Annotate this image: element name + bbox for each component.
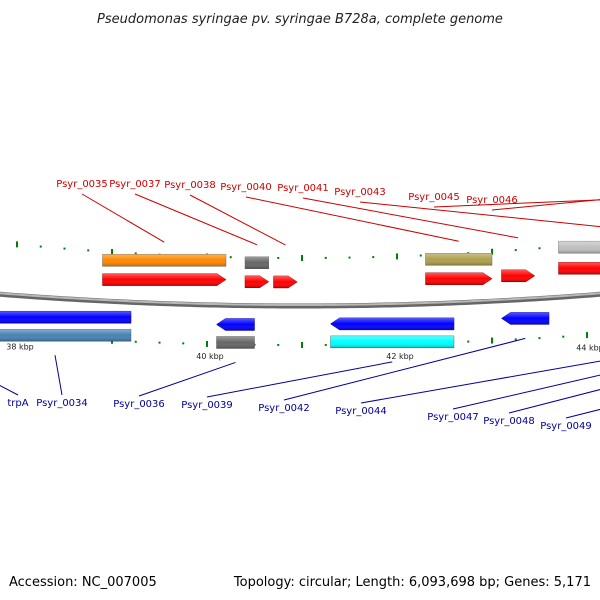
- forward-leader-Psyr_0038: [189, 194, 286, 246]
- forward-label-Psyr_0035: Psyr_0035: [56, 179, 108, 190]
- reverse-label-Psyr_0034: Psyr_0034: [36, 398, 88, 409]
- leader-layer: [0, 193, 600, 419]
- axis-label-42: 42 kbp: [386, 352, 414, 361]
- map-title: Pseudomonas syringae pv. syringae B728a,…: [97, 12, 503, 27]
- forward-gene-shade: [501, 269, 535, 282]
- forward-label-Psyr_0041: Psyr_0041: [277, 183, 329, 194]
- forward-gene-shade: [102, 273, 226, 286]
- reverse-gene-shade: [216, 318, 255, 331]
- forward-leader-Psyr_0043: [359, 201, 600, 228]
- gene-layer: [0, 240, 600, 349]
- reverse-leader-Psyr_0044: [360, 360, 600, 404]
- forward-gene-shade: [558, 262, 600, 275]
- forward-feature-shade: [245, 256, 269, 269]
- reverse-leader-Psyr_0036: [138, 361, 236, 397]
- reverse-feature-shade: [330, 335, 454, 348]
- forward-label-Psyr_0038: Psyr_0038: [164, 180, 216, 191]
- forward-feature-shade: [558, 241, 600, 254]
- forward-gene-shade: [273, 275, 298, 288]
- reverse-leader-Psyr_0042: [283, 337, 526, 401]
- reverse-leader-Psyr_0039: [206, 361, 393, 398]
- forward-feature-shade: [425, 253, 492, 266]
- forward-leader-Psyr_0035: [81, 193, 165, 243]
- forward-leader-Psyr_0041: [302, 197, 519, 239]
- reverse-label-trpA: trpA: [7, 398, 28, 409]
- forward-leader-Psyr_0037: [134, 193, 258, 246]
- reverse-leader-trpA: [0, 384, 19, 396]
- reverse-label-Psyr_0049: Psyr_0049: [540, 421, 592, 432]
- genome-backbone-highlight: [0, 292, 600, 306]
- reverse-label-Psyr_0036: Psyr_0036: [113, 399, 165, 410]
- forward-label-Psyr_0045: Psyr_0045: [408, 192, 460, 203]
- reverse-label-Psyr_0039: Psyr_0039: [181, 400, 233, 411]
- reverse-label-Psyr_0042: Psyr_0042: [258, 403, 310, 414]
- reverse-feature-shade: [0, 329, 131, 342]
- forward-label-Psyr_0037: Psyr_0037: [109, 179, 161, 190]
- reverse-gene-shade: [330, 317, 454, 330]
- axis-label-38: 38 kbp: [6, 342, 34, 351]
- forward-leader-Psyr_0045: [433, 199, 600, 208]
- axis-label-44: 44 kbp: [576, 344, 600, 353]
- backbone-layer: [0, 291, 600, 309]
- genome-summary-text: Topology: circular; Length: 6,093,698 bp…: [233, 575, 591, 590]
- reverse-label-Psyr_0047: Psyr_0047: [427, 412, 479, 423]
- forward-label-Psyr_0046: Psyr_0046: [466, 195, 518, 206]
- forward-leader-Psyr_0046: [491, 199, 600, 211]
- forward-feature-shade: [102, 254, 226, 267]
- reverse-gene-shade: [0, 311, 131, 324]
- reverse-label-Psyr_0048: Psyr_0048: [483, 416, 535, 427]
- reverse-label-Psyr_0044: Psyr_0044: [335, 406, 387, 417]
- forward-gene-shade: [245, 275, 269, 288]
- forward-gene-shade: [425, 272, 492, 285]
- reverse-leader-Psyr_0047: [452, 374, 600, 410]
- accession-text: Accession: NC_007005: [9, 575, 157, 590]
- reverse-gene-shade: [501, 312, 549, 325]
- forward-label-Psyr_0040: Psyr_0040: [220, 182, 272, 193]
- forward-label-Psyr_0043: Psyr_0043: [334, 187, 386, 198]
- reverse-leader-Psyr_0034: [54, 355, 63, 396]
- forward-leader-Psyr_0040: [245, 196, 459, 242]
- axis-label-40: 40 kbp: [196, 352, 224, 361]
- reverse-feature-shade: [216, 336, 255, 349]
